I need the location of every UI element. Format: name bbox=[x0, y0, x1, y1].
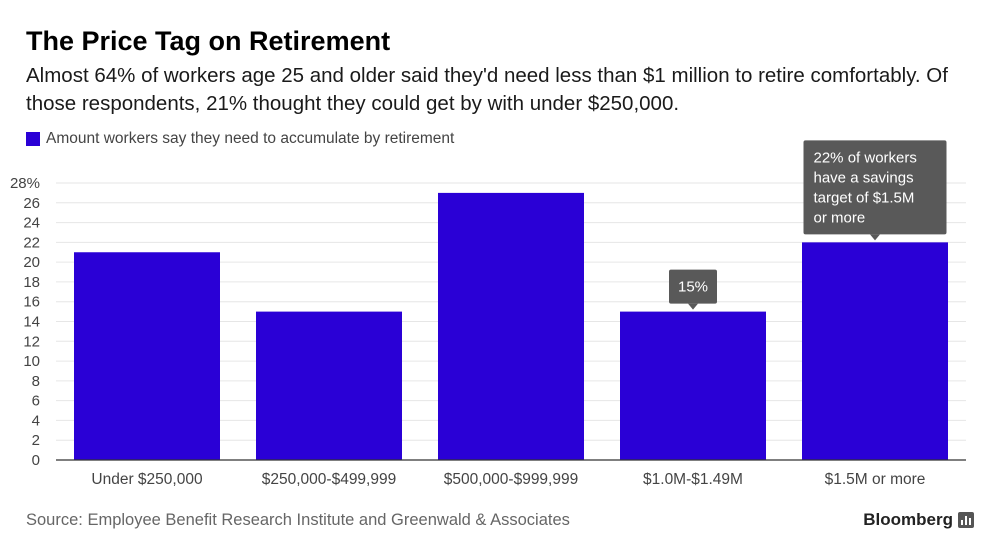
bar bbox=[620, 311, 766, 460]
annotation-text: target of $1.5M bbox=[814, 189, 915, 206]
annotation-text: have a savings bbox=[814, 169, 914, 186]
annotation-text: 15% bbox=[678, 279, 708, 296]
legend: Amount workers say they need to accumula… bbox=[26, 130, 454, 148]
y-tick-label: 28% bbox=[10, 175, 40, 192]
y-tick-label: 22 bbox=[23, 234, 40, 251]
annotation-box bbox=[803, 140, 947, 235]
annotation-pointer bbox=[870, 234, 880, 241]
x-tick-label: $1.5M or more bbox=[825, 471, 926, 488]
bar bbox=[256, 311, 402, 460]
bar bbox=[438, 192, 584, 460]
x-tick-label: $500,000-$999,999 bbox=[444, 471, 578, 488]
bar bbox=[802, 242, 948, 460]
y-tick-label: 4 bbox=[32, 412, 40, 429]
x-tick-label: $250,000-$499,999 bbox=[262, 471, 396, 488]
bloomberg-logo-icon bbox=[958, 512, 974, 528]
brand-name: Bloomberg bbox=[863, 510, 953, 529]
y-tick-label: 24 bbox=[23, 215, 40, 232]
y-tick-label: 16 bbox=[23, 294, 40, 311]
y-tick-label: 6 bbox=[32, 393, 40, 410]
annotation-text: 22% of workers bbox=[814, 149, 917, 166]
x-tick-label: $1.0M-$1.49M bbox=[643, 471, 743, 488]
chart-title: The Price Tag on Retirement bbox=[26, 26, 391, 56]
annotation-box bbox=[669, 269, 717, 304]
legend-swatch bbox=[26, 132, 40, 146]
chart-subtitle: Almost 64% of workers age 25 and older s… bbox=[26, 64, 948, 115]
y-tick-label: 20 bbox=[23, 254, 40, 271]
bar bbox=[74, 252, 220, 460]
source-note: Source: Employee Benefit Research Instit… bbox=[26, 511, 570, 529]
y-tick-label: 18 bbox=[23, 274, 40, 291]
y-tick-label: 12 bbox=[23, 333, 40, 350]
y-tick-label: 8 bbox=[32, 373, 40, 390]
y-tick-label: 14 bbox=[23, 314, 40, 331]
brand: Bloomberg bbox=[863, 510, 974, 530]
y-tick-label: 26 bbox=[23, 195, 40, 212]
y-tick-label: 10 bbox=[23, 353, 40, 370]
y-tick-label: 0 bbox=[32, 452, 40, 469]
y-tick-label: 2 bbox=[32, 432, 40, 449]
annotation-text: or more bbox=[814, 209, 866, 226]
annotation-pointer bbox=[688, 303, 698, 310]
legend-label: Amount workers say they need to accumula… bbox=[46, 130, 455, 147]
x-tick-label: Under $250,000 bbox=[91, 471, 203, 488]
